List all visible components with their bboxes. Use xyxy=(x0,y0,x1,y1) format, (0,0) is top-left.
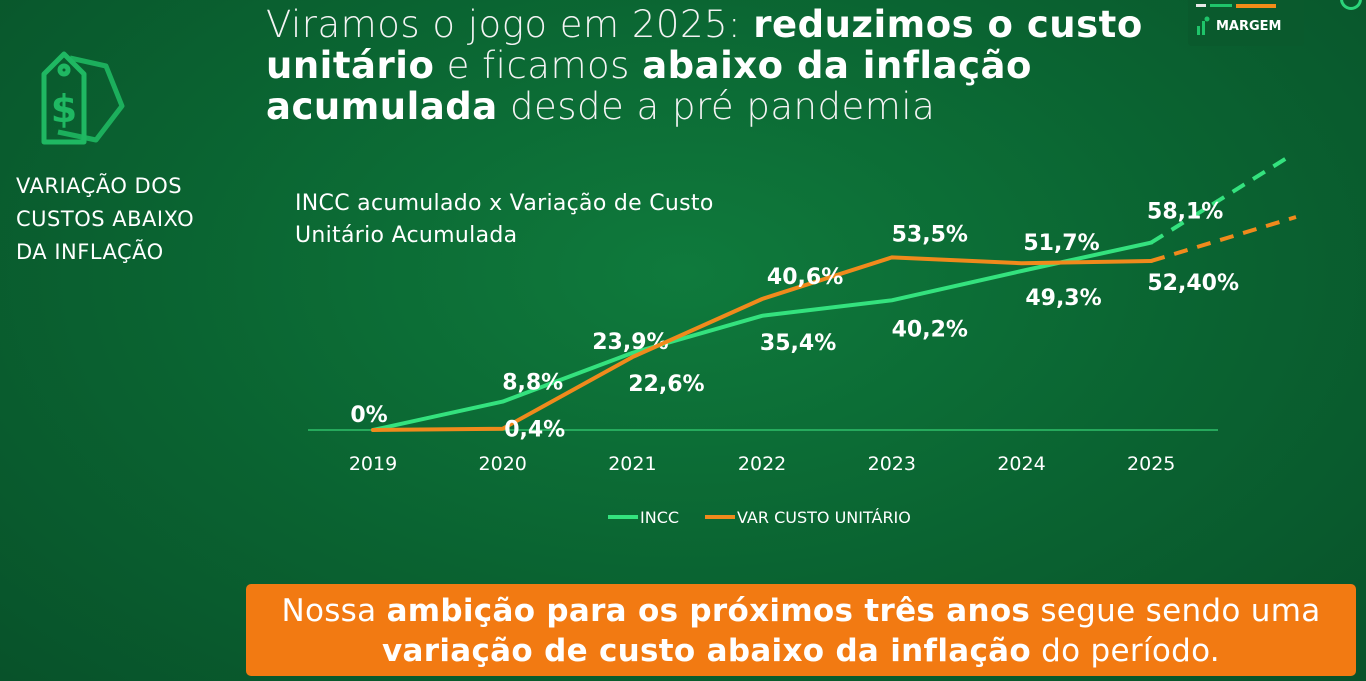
ambition-box: Nossa ambição para os próximos três anos… xyxy=(246,584,1356,676)
data-label-incc-2019: 0% xyxy=(350,403,387,428)
margem-badge[interactable]: MARGEM xyxy=(1188,0,1304,46)
headline: Viramos o jogo em 2025: reduzimos o cust… xyxy=(266,4,1146,127)
x-tick-label-2021: 2021 xyxy=(608,453,656,475)
data-label-incc-2021: 23,9% xyxy=(592,330,668,355)
headline-part1: Viramos o jogo em 2025: xyxy=(266,3,754,46)
series-line-custo-unitario xyxy=(371,255,1154,432)
data-label-custo-2023: 53,5% xyxy=(892,222,968,247)
headline-part2: reduzimos o custo unitário xyxy=(266,3,1143,87)
projection-line-custo-unitario xyxy=(1150,215,1297,263)
side-label: VARIAÇÃO DOS CUSTOS ABAIXO DA INFLAÇÃO xyxy=(16,174,195,264)
legend-label-custo-unitario: VAR CUSTO UNITÁRIO xyxy=(737,508,911,527)
ambition-part5: do período. xyxy=(1030,633,1220,669)
x-tick-label-2025: 2025 xyxy=(1127,453,1175,475)
data-label-incc-2022: 35,4% xyxy=(760,331,836,356)
ambition-part1: Nossa xyxy=(281,593,387,629)
data-label-custo-2022: 40,6% xyxy=(767,265,843,290)
chart-title: INCC acumulado x Variação de Custo Unitá… xyxy=(295,191,714,248)
series-line-incc xyxy=(371,240,1154,432)
projection-line-incc xyxy=(1150,154,1292,245)
ambition-part2: ambição para os próximos três anos xyxy=(386,593,1031,629)
headline-part3: e ficamos xyxy=(434,44,643,87)
data-label-incc-2025: 58,1% xyxy=(1147,200,1223,225)
ambition-part4: variação de custo abaixo da inflação xyxy=(382,633,1031,669)
data-label-custo-2020: 0,4% xyxy=(504,418,565,443)
x-tick-label-2020: 2020 xyxy=(479,453,527,475)
price-tag-icon: $ xyxy=(41,51,125,145)
data-label-incc-2023: 40,2% xyxy=(892,317,968,342)
badge-bar-orange xyxy=(1236,4,1276,8)
data-label-custo-2024: 51,7% xyxy=(1023,231,1099,256)
x-tick-label-2022: 2022 xyxy=(738,453,786,475)
x-tick-label-2023: 2023 xyxy=(868,453,916,475)
headline-part4: abaixo da inflação acumulada xyxy=(266,44,1032,128)
badge-bar-green xyxy=(1210,4,1232,7)
data-label-incc-2020: 8,8% xyxy=(502,371,563,396)
badge-bar-white xyxy=(1196,4,1206,7)
svg-text:$: $ xyxy=(51,87,77,131)
data-label-custo-2021: 22,6% xyxy=(628,372,704,397)
x-tick-label-2019: 2019 xyxy=(349,453,397,475)
ambition-part3: segue sendo uma xyxy=(1030,593,1321,629)
x-tick-label-2024: 2024 xyxy=(997,453,1045,475)
data-label-custo-2025: 52,40% xyxy=(1147,271,1239,296)
legend-label-incc: INCC xyxy=(640,508,679,527)
headline-part5: desde a pré pandemia xyxy=(497,85,936,128)
chart-mini-icon xyxy=(1197,16,1210,35)
data-label-incc-2024: 49,3% xyxy=(1025,286,1101,311)
badge-label: MARGEM xyxy=(1216,19,1282,34)
